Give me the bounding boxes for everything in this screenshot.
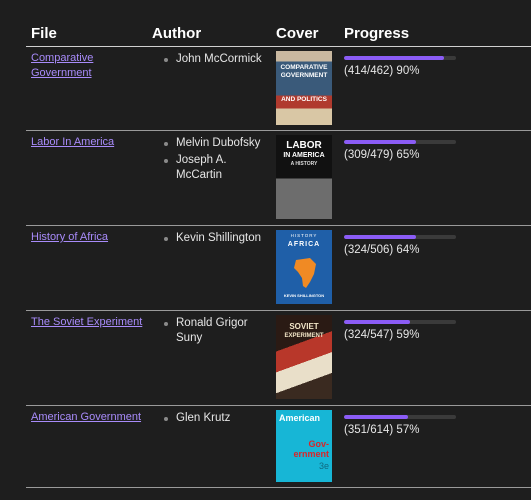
- author-list: Kevin Shillington: [152, 231, 271, 246]
- cover-title-line: A HISTORY: [290, 161, 318, 167]
- progress-cell: (351/614) 57%: [339, 405, 531, 488]
- progress-bar-fill: [344, 320, 411, 324]
- author-item: Melvin Dubofsky: [164, 136, 271, 151]
- cover-title-line: AND POLITICS: [281, 96, 327, 103]
- file-link[interactable]: The Soviet Experiment: [31, 316, 143, 328]
- author-item: Glen Krutz: [164, 411, 271, 426]
- cover-title-line: AFRICA: [287, 241, 321, 248]
- author-list: Ronald Grigor Suny: [152, 316, 271, 346]
- file-cell: Comparative Government: [26, 46, 147, 131]
- progress-bar: [344, 320, 456, 324]
- progress-text: (351/614) 57%: [344, 424, 420, 436]
- author-item: Joseph A. McCartin: [164, 153, 271, 183]
- cover-title-line: 3e: [318, 461, 329, 471]
- progress-text: (309/479) 65%: [344, 149, 420, 161]
- progress-text: (324/547) 59%: [344, 329, 420, 341]
- progress-bar: [344, 56, 456, 60]
- table-row: Labor In America Melvin Dubofsky Joseph …: [26, 130, 531, 226]
- author-item: John McCormick: [164, 52, 271, 67]
- table-row: Comparative Government John McCormick CO…: [26, 46, 531, 131]
- file-cell: History of Africa: [26, 225, 147, 311]
- header-file[interactable]: File: [26, 18, 147, 47]
- author-item: Ronald Grigor Suny: [164, 316, 271, 346]
- file-cell: Labor In America: [26, 130, 147, 226]
- progress-text: (324/506) 64%: [344, 244, 420, 256]
- progress-bar: [344, 235, 456, 239]
- progress-cell: (324/547) 59%: [339, 310, 531, 406]
- comparative-government-cover[interactable]: COMPARATIVE GOVERNMENT AND POLITICS: [276, 51, 332, 125]
- file-cell: The Soviet Experiment: [26, 310, 147, 406]
- cover-title-line: EXPERIMENT: [284, 333, 324, 339]
- progress-cell: (324/506) 64%: [339, 225, 531, 311]
- cover-cell: SOVIET EXPERIMENT: [271, 310, 339, 406]
- file-cell: American Government: [26, 405, 147, 488]
- author-list: Glen Krutz: [152, 411, 271, 426]
- author-cell: Ronald Grigor Suny: [147, 310, 271, 406]
- labor-in-america-cover[interactable]: LABOR IN AMERICA A HISTORY: [276, 135, 332, 219]
- author-cell: Melvin Dubofsky Joseph A. McCartin: [147, 130, 271, 226]
- table-header-row: File Author Cover Progress: [26, 18, 531, 47]
- author-list: John McCormick: [152, 52, 271, 67]
- cover-title-line: LABOR: [286, 140, 322, 151]
- books-table: File Author Cover Progress Comparative G…: [26, 18, 531, 488]
- author-cell: Glen Krutz: [147, 405, 271, 488]
- author-cell: Kevin Shillington: [147, 225, 271, 311]
- cover-title-line: ernment: [293, 449, 329, 459]
- progress-bar: [344, 415, 456, 419]
- file-link[interactable]: Labor In America: [31, 136, 115, 148]
- cover-title-line: HISTORY: [290, 233, 318, 238]
- table-row: The Soviet Experiment Ronald Grigor Suny…: [26, 310, 531, 406]
- header-progress[interactable]: Progress: [339, 18, 531, 47]
- file-link[interactable]: Comparative Government: [31, 52, 94, 79]
- history-of-africa-cover[interactable]: HISTORY AFRICA KEVIN SHILLINGTON: [276, 230, 332, 304]
- cover-title-line: COMPARATIVE: [280, 64, 328, 71]
- cover-cell: LABOR IN AMERICA A HISTORY: [271, 130, 339, 226]
- africa-map-icon: [294, 258, 316, 288]
- file-link[interactable]: History of Africa: [31, 231, 109, 243]
- table-row: History of Africa Kevin Shillington HIST…: [26, 225, 531, 311]
- table-row: American Government Glen Krutz American …: [26, 405, 531, 488]
- author-list: Melvin Dubofsky Joseph A. McCartin: [152, 136, 271, 183]
- cover-cell: HISTORY AFRICA KEVIN SHILLINGTON: [271, 225, 339, 311]
- author-item: Kevin Shillington: [164, 231, 271, 246]
- cover-title-line: American: [279, 413, 321, 423]
- cover-title-line: IN AMERICA: [283, 152, 325, 159]
- progress-cell: (414/462) 90%: [339, 46, 531, 131]
- cover-title-line: Gov-: [308, 439, 329, 449]
- file-link[interactable]: American Government: [31, 411, 142, 423]
- cover-title-line: SOVIET: [289, 322, 319, 331]
- progress-bar-fill: [344, 140, 417, 144]
- cover-title-line: GOVERNMENT: [280, 72, 328, 79]
- cover-cell: COMPARATIVE GOVERNMENT AND POLITICS: [271, 46, 339, 131]
- header-cover[interactable]: Cover: [271, 18, 339, 47]
- american-government-cover[interactable]: American Gov- ernment 3e: [276, 410, 332, 482]
- soviet-experiment-cover[interactable]: SOVIET EXPERIMENT: [276, 315, 332, 399]
- progress-bar-fill: [344, 415, 409, 419]
- author-cell: John McCormick: [147, 46, 271, 131]
- progress-text: (414/462) 90%: [344, 65, 420, 77]
- cover-cell: American Gov- ernment 3e: [271, 405, 339, 488]
- header-author[interactable]: Author: [147, 18, 271, 47]
- progress-bar: [344, 140, 456, 144]
- cover-title-line: KEVIN SHILLINGTON: [283, 293, 325, 298]
- progress-bar-fill: [344, 56, 445, 60]
- progress-bar-fill: [344, 235, 416, 239]
- progress-cell: (309/479) 65%: [339, 130, 531, 226]
